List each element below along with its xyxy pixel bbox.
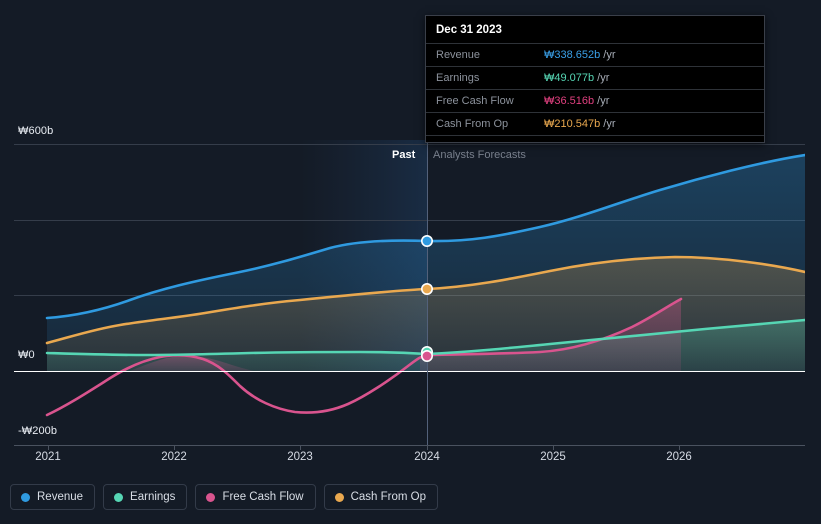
marker-cashfromop (420, 282, 433, 295)
legend-label-earnings: Earnings (130, 491, 176, 503)
legend-item-cashfromop[interactable]: Cash From Op (323, 484, 439, 510)
x-axis-label-2023: 2023 (287, 451, 313, 463)
freecashflow-color-dot-icon (206, 492, 216, 502)
chart-svg (14, 140, 805, 450)
legend-label-revenue: Revenue (37, 491, 84, 503)
data-point-markers (420, 235, 433, 362)
x-axis-label-2025: 2025 (540, 451, 566, 463)
y-axis-label-600b: ₩600b (18, 125, 54, 137)
freecashflow-line (45, 297, 683, 417)
tooltip-row-freecashflow: Free Cash Flow ₩36.516b /yr (426, 89, 764, 112)
earnings-color-dot-icon (114, 492, 124, 502)
forecast-period-label: Analysts Forecasts (433, 149, 526, 161)
x-axis-label-2022: 2022 (161, 451, 187, 463)
legend-item-revenue[interactable]: Revenue (10, 484, 96, 510)
data-tooltip: Dec 31 2023 Revenue ₩338.652b /yr Earnin… (425, 15, 765, 143)
x-axis-label-2021: 2021 (35, 451, 61, 463)
tooltip-row-revenue: Revenue ₩338.652b /yr (426, 43, 764, 66)
cashfromop-line (45, 255, 805, 345)
chart-legend: Revenue Earnings Free Cash Flow Cash Fro… (10, 484, 439, 510)
tooltip-value-earnings: ₩49.077b (544, 72, 595, 84)
revenue-color-dot-icon (21, 492, 30, 502)
legend-item-freecashflow[interactable]: Free Cash Flow (195, 484, 316, 510)
earnings-line (45, 318, 805, 357)
tooltip-label-freecashflow: Free Cash Flow (436, 95, 514, 107)
legend-item-earnings[interactable]: Earnings (103, 484, 188, 510)
tooltip-label-cashfromop: Cash From Op (436, 118, 509, 130)
tooltip-date: Dec 31 2023 (436, 24, 502, 36)
chart-plot-area[interactable] (0, 0, 821, 470)
tooltip-bottom-spacer (426, 135, 764, 142)
tooltip-row-cashfromop: Cash From Op ₩210.547b /yr (426, 112, 764, 135)
past-period-label: Past (392, 149, 416, 161)
tooltip-unit-cashfromop: /yr (603, 118, 616, 130)
x-axis-label-2024: 2024 (414, 451, 440, 463)
y-axis-label-0: ₩0 (18, 349, 35, 361)
x-axis-label-2026: 2026 (666, 451, 692, 463)
legend-label-freecashflow: Free Cash Flow (222, 491, 304, 503)
tooltip-value-cashfromop: ₩210.547b (544, 118, 601, 130)
tooltip-label-earnings: Earnings (436, 72, 480, 84)
tooltip-value-revenue: ₩338.652b (544, 49, 601, 61)
marker-freecashflow (420, 349, 433, 362)
freecashflow-forecast-area (420, 299, 681, 371)
tooltip-unit-earnings: /yr (597, 72, 610, 84)
y-axis-label-minus200b: -₩200b (18, 425, 58, 437)
legend-label-cashfromop: Cash From Op (350, 491, 427, 503)
x-axis-ticks (48, 445, 680, 450)
tooltip-value-freecashflow: ₩36.516b (544, 95, 595, 107)
tooltip-unit-freecashflow: /yr (597, 95, 610, 107)
tooltip-row-earnings: Earnings ₩49.077b /yr (426, 66, 764, 89)
tooltip-unit-revenue: /yr (603, 49, 616, 61)
cashfromop-color-dot-icon (334, 492, 344, 502)
marker-revenue (420, 235, 433, 248)
revenue-line (45, 153, 805, 320)
freecashflow-positive-area (130, 355, 253, 371)
tooltip-label-revenue: Revenue (436, 49, 481, 61)
